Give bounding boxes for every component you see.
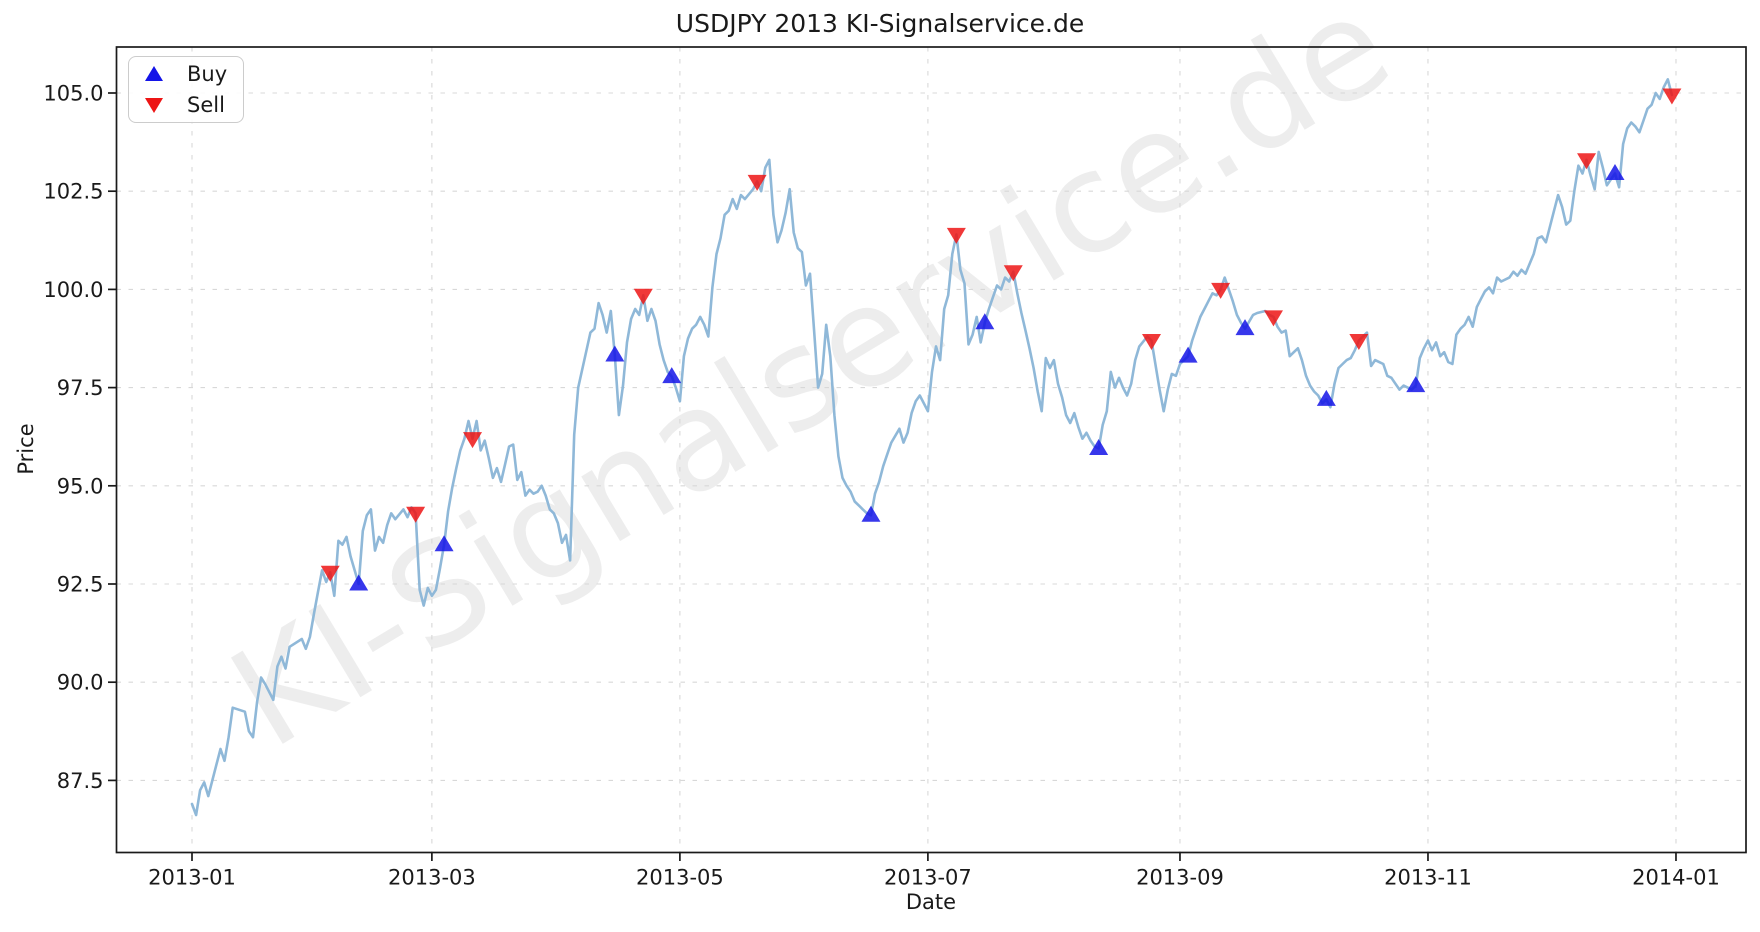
y-tick-label: 95.0 xyxy=(57,474,104,498)
buy-marker-icon xyxy=(349,574,369,591)
y-tick-label: 102.5 xyxy=(43,180,103,204)
date-axis-label: Date xyxy=(905,890,957,914)
buy-marker-icon xyxy=(1605,164,1625,181)
sell-marker-icon xyxy=(320,565,340,582)
buy-marker-icon xyxy=(662,367,682,384)
sell-marker-icon xyxy=(633,288,653,305)
x-tick-label: 2013-03 xyxy=(388,866,476,890)
legend-buy-label: Buy xyxy=(187,61,228,86)
sell-marker-icon xyxy=(406,506,426,523)
y-tick-label: 87.5 xyxy=(57,769,104,793)
buy-marker-icon xyxy=(1178,346,1198,363)
sell-marker-icon xyxy=(1349,333,1369,350)
sell-marker-icon xyxy=(946,227,966,244)
sell-marker-icon xyxy=(463,432,483,449)
sell-marker-icon xyxy=(747,174,767,191)
triangle-up-icon xyxy=(145,66,163,82)
x-tick-label: 2013-01 xyxy=(148,866,236,890)
sell-marker-icon xyxy=(1211,282,1231,299)
sell-marker-icon xyxy=(1142,333,1162,350)
x-tick-label: 2013-11 xyxy=(1384,866,1472,890)
legend: Buy Sell xyxy=(128,56,244,123)
x-tick-label: 2013-09 xyxy=(1136,866,1224,890)
x-tick-label: 2013-07 xyxy=(884,866,972,890)
legend-item-buy: Buy xyxy=(129,59,243,89)
buy-marker-icon xyxy=(1316,389,1336,406)
y-tick-label: 97.5 xyxy=(57,376,104,400)
sell-marker-icon xyxy=(1003,265,1023,282)
chart-title: USDJPY 2013 KI-Signalservice.de xyxy=(675,9,1085,38)
y-tick-label: 90.0 xyxy=(57,671,104,695)
sell-marker-icon xyxy=(1263,310,1283,327)
buy-marker-icon xyxy=(861,505,881,522)
buy-marker-icon xyxy=(1235,319,1255,336)
buy-marker-icon xyxy=(1406,376,1426,393)
triangle-down-icon xyxy=(145,97,163,113)
x-tick-label: 2013-05 xyxy=(636,866,724,890)
watermark-text: KI-Signalservice.de xyxy=(205,0,1416,779)
legend-item-sell: Sell xyxy=(129,90,243,120)
legend-sell-label: Sell xyxy=(187,93,225,118)
y-tick-label: 105.0 xyxy=(43,82,103,106)
price-axis-label: Price xyxy=(14,423,38,475)
y-tick-label: 100.0 xyxy=(43,278,103,302)
price-line xyxy=(190,78,1674,817)
sell-marker-icon xyxy=(1662,88,1682,105)
buy-marker-icon xyxy=(975,313,995,330)
x-tick-label: 2014-01 xyxy=(1632,866,1720,890)
buy-marker-icon xyxy=(605,345,625,362)
buy-marker-icon xyxy=(434,535,454,552)
plot-area-border xyxy=(115,46,1747,854)
sell-marker-icon xyxy=(1577,153,1597,170)
buy-marker-icon xyxy=(1089,438,1109,455)
y-tick-label: 92.5 xyxy=(57,573,104,597)
